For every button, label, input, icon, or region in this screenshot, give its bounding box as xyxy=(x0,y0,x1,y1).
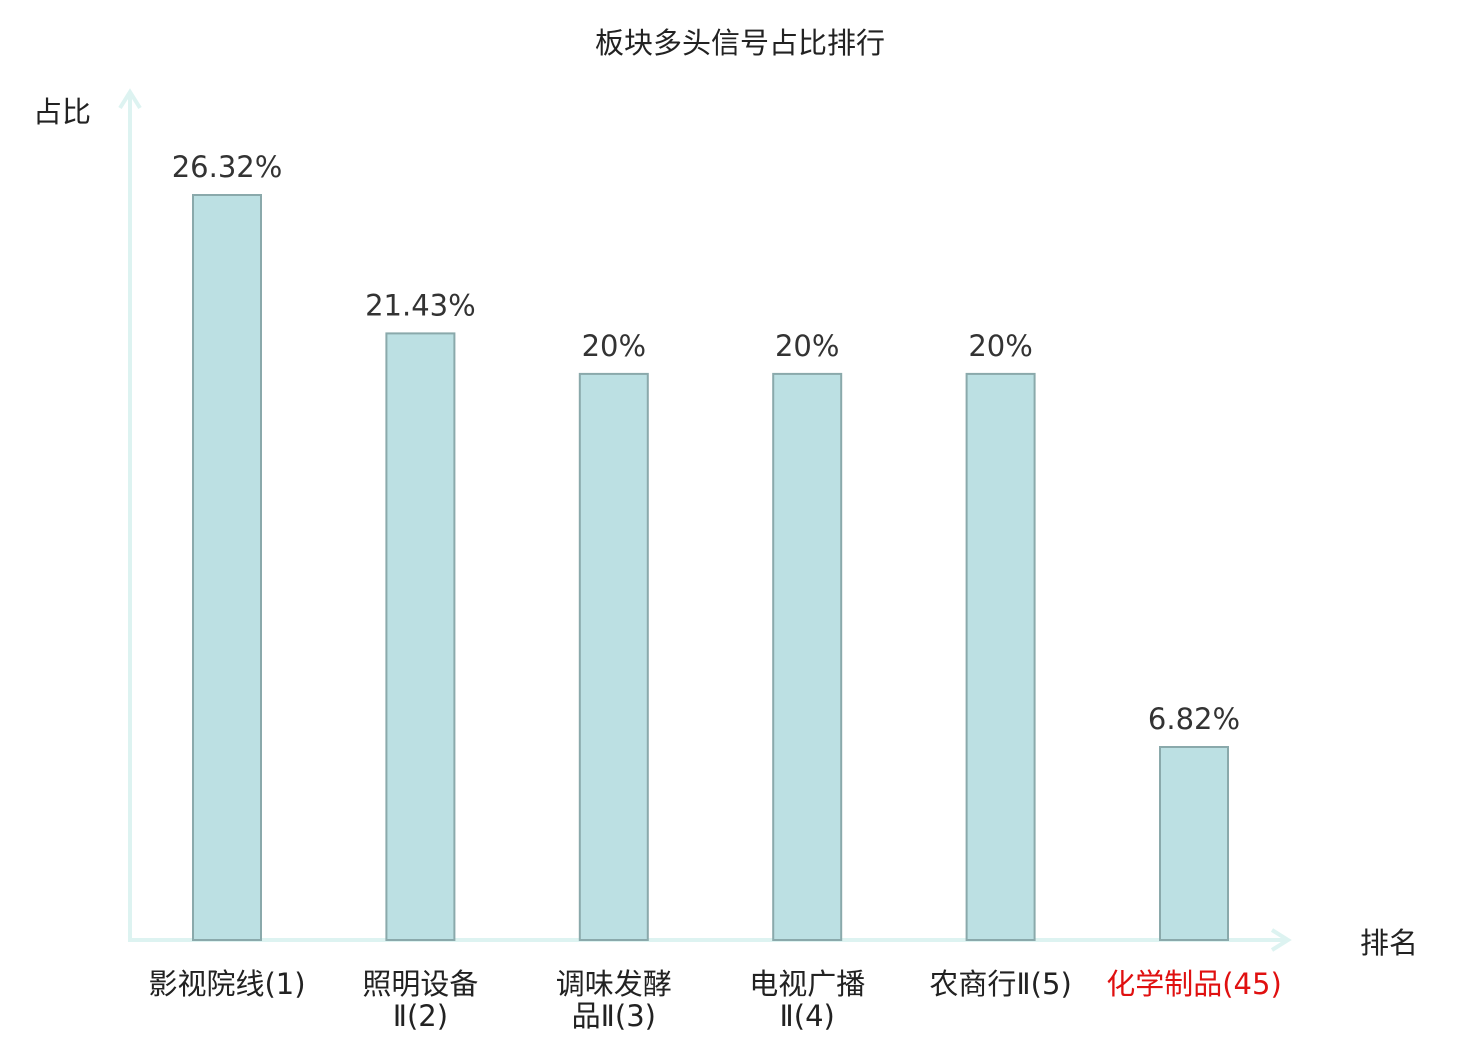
bar-value-label: 6.82% xyxy=(1148,702,1240,736)
bar-value-label: 26.32% xyxy=(172,150,283,184)
x-tick-label: 电视广播 xyxy=(749,967,865,1001)
bar xyxy=(385,332,456,941)
x-tick-label: 农商行Ⅱ(5) xyxy=(929,967,1071,1001)
x-tick-label: 照明设备 xyxy=(362,967,478,1001)
bar-value-label: 20% xyxy=(775,329,839,363)
bar xyxy=(772,372,843,941)
x-tick-label: Ⅱ(4) xyxy=(780,999,835,1033)
x-tick-label: 化学制品(45) xyxy=(1106,967,1282,1001)
x-tick-label: Ⅱ(2) xyxy=(393,999,448,1033)
y-axis-label: 占比 xyxy=(33,95,91,129)
bar xyxy=(192,194,262,941)
x-axis-arrow xyxy=(1270,928,1292,952)
x-tick-label: 影视院线(1) xyxy=(148,967,305,1001)
chart-title: 板块多头信号占比排行 xyxy=(595,26,885,60)
bar xyxy=(578,372,649,941)
bar-value-label: 20% xyxy=(968,329,1032,363)
bar-value-label: 21.43% xyxy=(365,288,476,322)
y-axis-arrow xyxy=(118,88,142,110)
x-tick-label: 品Ⅱ(3) xyxy=(572,999,656,1033)
x-tick-label: 调味发酵 xyxy=(556,967,672,1001)
x-axis-label: 排名 xyxy=(1360,926,1418,960)
bar xyxy=(1159,746,1229,941)
bar-value-label: 20% xyxy=(582,329,646,363)
bar xyxy=(965,372,1036,941)
